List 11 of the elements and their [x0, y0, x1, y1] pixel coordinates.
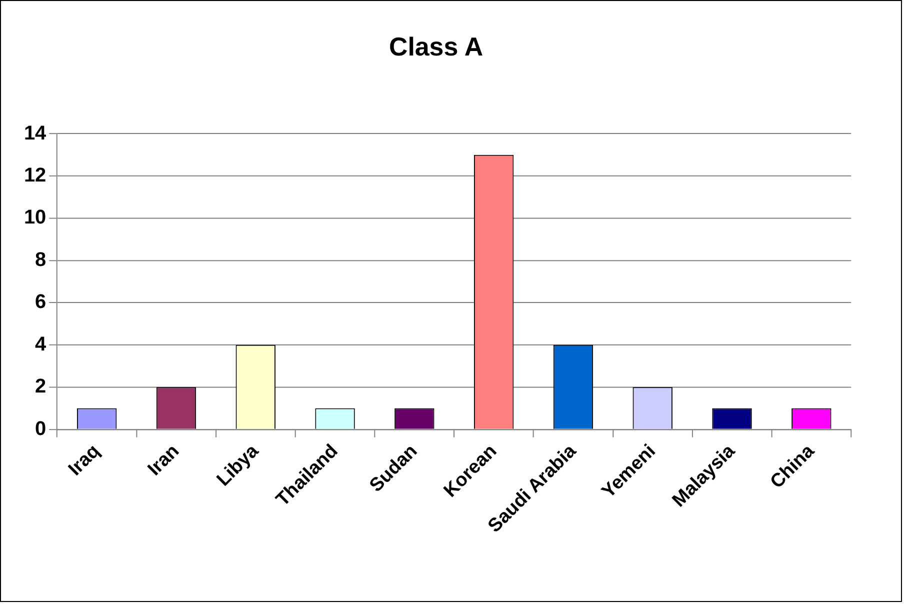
y-tick-label: 0 [35, 418, 46, 440]
y-tick-label: 12 [24, 164, 46, 186]
y-tick-label: 2 [35, 376, 46, 398]
y-tick-label: 6 [35, 291, 46, 314]
x-tick-label: Iraq [64, 440, 104, 480]
y-tick-label: 4 [35, 333, 46, 356]
y-tick-label: 10 [24, 206, 46, 229]
y-tick-label: 8 [35, 248, 46, 271]
y-tick-label: 14 [24, 122, 46, 144]
chart-title: Class A [388, 34, 484, 62]
x-tick-label: Iran [144, 440, 184, 480]
